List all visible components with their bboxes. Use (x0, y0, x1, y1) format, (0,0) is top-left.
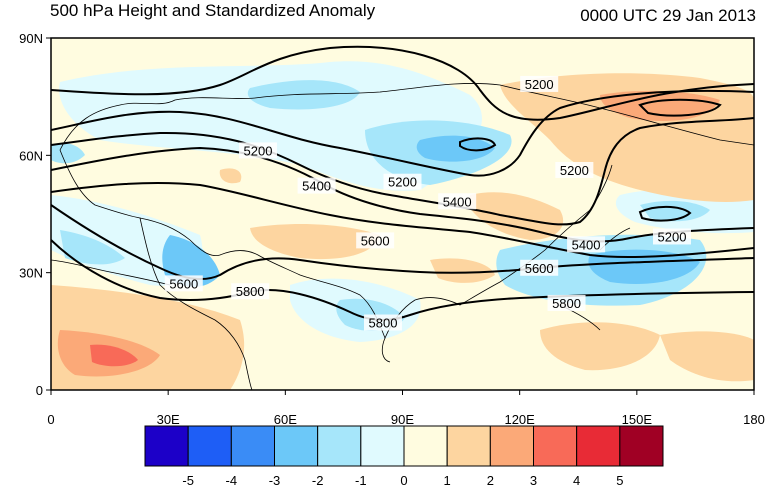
contour-label-box (547, 294, 586, 311)
colorbar-label: 5 (616, 473, 623, 488)
lon-tick-label: 60E (274, 412, 297, 427)
colorbar-swatch (446, 425, 491, 467)
colorbar-swatch (576, 425, 621, 467)
lon-tick-label: 90E (391, 412, 414, 427)
plot-area: 5200 5200 5200 5200 5200 5400 5400 5400 5600 5600… (51, 38, 754, 390)
negative-anomaly-shading (51, 61, 754, 342)
contour-label-box (520, 259, 559, 276)
colorbar-label: -2 (312, 473, 324, 488)
latitude-axis: 90N 60N 30N 0 (19, 31, 51, 398)
lon-tick-label: 0 (47, 412, 54, 427)
contour-label-box (164, 275, 203, 292)
colorbar-label: 2 (487, 473, 494, 488)
lat-tick-label: 60N (19, 148, 43, 163)
contour-label-box (363, 314, 402, 331)
lat-tick-label: 0 (36, 383, 43, 398)
colorbar-swatch (489, 425, 535, 467)
contour-label-layer: 5200 5200 5200 5200 5200 5400 5400 5400 5600 5600… (164, 75, 691, 331)
contour-label-box (555, 161, 594, 178)
contour-label: 5600 (361, 233, 390, 248)
contour-label-box (383, 173, 422, 190)
colorbar-swatch (274, 425, 319, 467)
contour-label-box (520, 75, 559, 92)
colorbar-swatch (187, 425, 232, 467)
lat-tick-label: 30N (19, 266, 43, 281)
contour-label-box (438, 193, 477, 210)
contour-label: 5600 (169, 276, 198, 291)
contour-label: 5200 (525, 77, 554, 92)
lon-tick-label: 120E (504, 412, 535, 427)
contour-label-box (652, 228, 691, 245)
contour-label: 5200 (658, 229, 687, 244)
lat-tick-label: 90N (19, 31, 43, 46)
colorbar-label: 0 (400, 473, 407, 488)
lon-tick-label: 180 (743, 412, 765, 427)
colorbar-swatch (619, 425, 664, 467)
lon-tick-label: 30E (157, 412, 180, 427)
contour-label: 5400 (443, 194, 472, 209)
contour-label-box (297, 177, 336, 194)
colorbar-swatch (230, 425, 275, 467)
colorbar-swatch (533, 425, 578, 467)
valid-time-label: 0000 UTC 29 Jan 2013 (580, 6, 756, 25)
contour-label-box (238, 142, 277, 159)
contour-label: 5400 (572, 237, 601, 252)
contour-label: 5800 (236, 284, 265, 299)
colorbar-label: -5 (182, 473, 194, 488)
longitude-axis: 0 30E 60E 90E 120E 150E 180 (47, 390, 765, 427)
colorbar-swatch (403, 425, 448, 467)
anomaly-colorbar: -5 -4 -3 -2 -1 0 1 2 3 4 5 (144, 425, 664, 488)
contour-label-box (231, 283, 270, 300)
colorbar-label: 4 (573, 473, 580, 488)
positive-anomaly-shading (51, 73, 754, 390)
colorbar-swatch (317, 425, 362, 467)
map-title: 500 hPa Height and Standardized Anomaly (50, 1, 376, 20)
colorbar-label: -3 (269, 473, 281, 488)
colorbar-swatch (144, 425, 189, 467)
contour-label: 5200 (388, 175, 417, 190)
colorbar-label: -1 (355, 473, 367, 488)
colorbar-label: 3 (530, 473, 537, 488)
contour-label: 5600 (525, 261, 554, 276)
contour-label: 5200 (560, 163, 589, 178)
contour-label: 5400 (302, 179, 331, 194)
contour-label: 5800 (552, 296, 581, 311)
colorbar-label: 1 (444, 473, 451, 488)
contour-label-box (356, 232, 395, 249)
colorbar-swatch (360, 425, 405, 467)
contour-label: 5800 (369, 316, 398, 331)
lon-tick-label: 150E (622, 412, 653, 427)
colorbar-label: -4 (226, 473, 238, 488)
contour-label-box (567, 236, 606, 253)
contour-label: 5200 (244, 143, 273, 158)
